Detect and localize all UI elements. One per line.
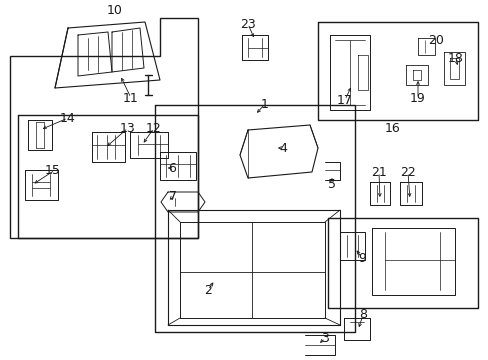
Text: 20: 20 [427,33,443,46]
Text: 11: 11 [123,91,139,104]
Text: 6: 6 [168,162,176,175]
Text: 4: 4 [279,141,286,154]
Text: 17: 17 [336,94,352,107]
Text: 23: 23 [240,18,255,31]
Text: 14: 14 [60,112,76,125]
Text: 1: 1 [261,98,268,111]
Text: 10: 10 [107,4,122,17]
Text: 21: 21 [370,166,386,179]
Text: 15: 15 [45,163,61,176]
Text: 22: 22 [399,166,415,179]
Text: 9: 9 [357,252,365,265]
Text: 5: 5 [327,179,335,192]
Text: 3: 3 [321,332,328,345]
Text: 16: 16 [385,122,400,135]
Text: 8: 8 [358,309,366,321]
Text: 2: 2 [203,284,211,297]
Text: 13: 13 [120,122,136,135]
Text: 19: 19 [409,91,425,104]
Text: 7: 7 [169,189,177,202]
Text: 18: 18 [447,51,463,64]
Text: 12: 12 [146,122,162,135]
